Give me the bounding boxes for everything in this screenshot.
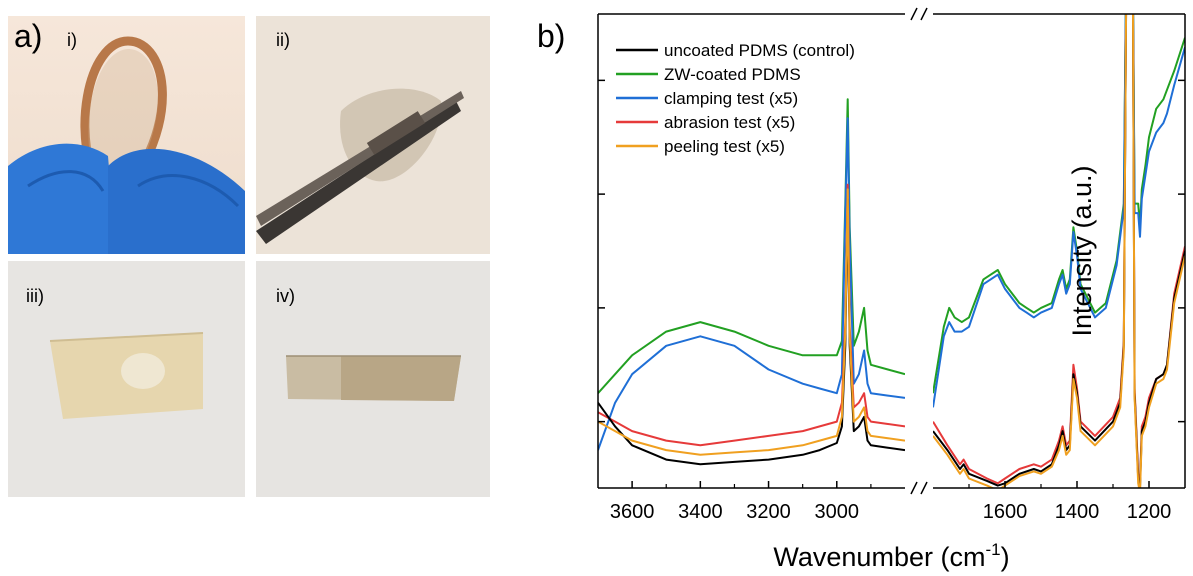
x-tick-label: 3400: [678, 501, 723, 523]
series-line-4-seg1: [598, 188, 905, 456]
axis-break-mark: [910, 7, 918, 21]
x-tick-label: 3600: [610, 501, 655, 523]
legend-label-4: peeling test (x5): [664, 137, 785, 156]
series-line-4-seg2: [933, 14, 1185, 488]
series-line-1-seg2: [933, 14, 1185, 394]
panel-b-letter: b): [537, 18, 566, 54]
series-line-2-seg1: [598, 117, 905, 451]
series-line-0-seg1: [598, 197, 905, 466]
photo-i: [8, 16, 245, 254]
legend-label-1: ZW-coated PDMS: [664, 65, 801, 84]
panel-a-letter: a): [14, 18, 43, 54]
legend-label-0: uncoated PDMS (control): [664, 41, 855, 60]
x-axis-label: Wavenumber (cm-1): [773, 540, 1009, 572]
x-tick-label: 1400: [1055, 501, 1100, 523]
series-line-2-seg2: [933, 14, 1185, 408]
photo-ii-label: ii): [276, 30, 290, 50]
photo-iv: [256, 261, 490, 497]
photo-i-label: i): [67, 30, 77, 50]
axis-break-mark: [920, 481, 928, 495]
legend-label-2: clamping test (x5): [664, 89, 798, 108]
axis-break-mark: [920, 7, 928, 21]
photo-iii-label: iii): [26, 286, 44, 306]
axis-break-mark: [910, 481, 918, 495]
photo-ii: [256, 16, 490, 254]
y-axis-label: Intensity (a.u.): [1067, 165, 1097, 336]
x-tick-label: 1200: [1127, 501, 1172, 523]
legend-label-3: abrasion test (x5): [664, 113, 795, 132]
x-tick-label: 1600: [983, 501, 1028, 523]
photo-iii: [8, 261, 245, 497]
ftir-chart: 3600 3400 3200 3000 1600 1400 1200 Wavenumber (…: [597, 7, 1186, 572]
photo-iv-label: iv): [276, 286, 295, 306]
x-tick-label: 3000: [815, 501, 860, 523]
x-tick-label: 3200: [746, 501, 791, 523]
series-line-3-seg1: [598, 183, 905, 447]
